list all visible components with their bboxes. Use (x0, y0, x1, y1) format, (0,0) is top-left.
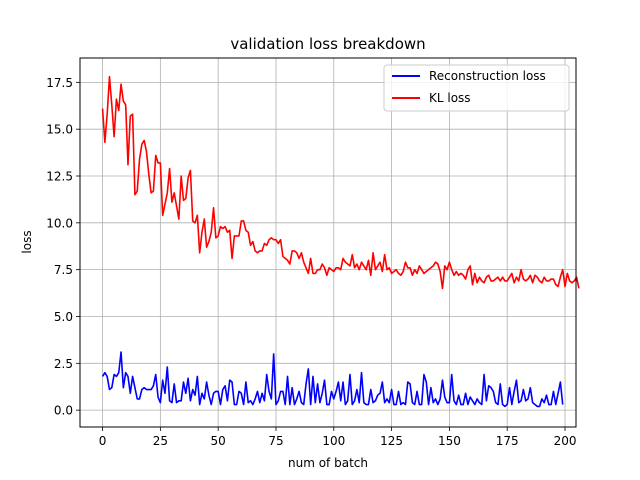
x-tick-label: 175 (496, 434, 519, 448)
x-tick-label: 125 (380, 434, 403, 448)
y-axis: 0.0 2.5 5.0 7.5 10.0 12.5 15.0 17.5 (46, 76, 80, 418)
y-tick-label: 2.5 (54, 357, 73, 371)
y-tick-label: 12.5 (46, 170, 73, 184)
chart-title: validation loss breakdown (230, 35, 425, 53)
y-tick-label: 0.0 (54, 404, 73, 418)
x-tick-label: 150 (438, 434, 461, 448)
grid (80, 58, 576, 427)
x-tick-label: 50 (211, 434, 226, 448)
legend-label-reconstruction-loss: Reconstruction loss (429, 69, 546, 83)
legend: Reconstruction loss KL loss (383, 64, 570, 112)
series-line-kl-loss (101, 75, 580, 290)
x-tick-label: 200 (554, 434, 577, 448)
x-tick-label: 100 (322, 434, 345, 448)
series-layer (101, 75, 580, 408)
y-tick-label: 7.5 (54, 263, 73, 277)
plot-area (80, 58, 576, 427)
legend-label-kl-loss: KL loss (429, 91, 471, 105)
legend-box (383, 64, 570, 112)
y-tick-label: 5.0 (54, 310, 73, 324)
x-tick-label: 75 (268, 434, 283, 448)
plot-frame (79, 57, 577, 428)
series-line-reconstruction-loss (101, 351, 564, 408)
x-tick-label: 25 (153, 434, 168, 448)
y-tick-label: 15.0 (46, 123, 73, 137)
x-axis-label: num of batch (288, 456, 368, 470)
y-axis-label: loss (20, 230, 34, 253)
y-tick-label: 17.5 (46, 76, 73, 90)
x-axis: 0 25 50 75 100 125 150 175 200 (99, 427, 577, 448)
x-tick-label: 0 (99, 434, 107, 448)
y-tick-label: 10.0 (46, 216, 73, 230)
